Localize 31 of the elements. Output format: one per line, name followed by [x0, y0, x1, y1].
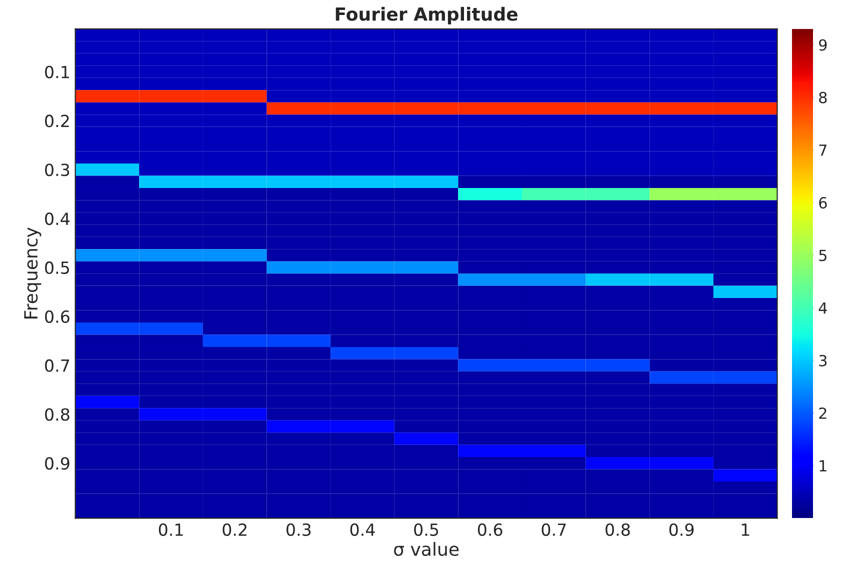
y-tick-label: 0.5: [45, 261, 70, 274]
color-bar-label: 2: [819, 407, 826, 419]
color-bar-label: 1: [820, 460, 826, 472]
color-bar-label: 4: [818, 302, 827, 314]
color-bar-label: 8: [819, 92, 827, 104]
y-tick-label: 0.8: [45, 408, 70, 421]
x-axis-title: σ value: [394, 542, 459, 556]
y-axis-title: Frequency: [24, 227, 42, 318]
x-tick-label: 0.3: [286, 523, 311, 536]
x-tick-label: 0.4: [350, 523, 375, 536]
x-tick-label: 0.2: [222, 523, 246, 536]
color-bar-label: 5: [819, 250, 826, 262]
color-bar-label: 7: [819, 144, 826, 156]
color-bar-label: 6: [819, 197, 827, 209]
x-tick-label: 0.1: [158, 523, 183, 536]
y-tick-label: 0.1: [45, 66, 69, 78]
x-tick-label: 0.8: [606, 523, 630, 536]
y-tick-label: 0.4: [45, 212, 70, 226]
color-bar-label: 9: [819, 39, 827, 51]
x-tick-label: 0.9: [669, 523, 694, 536]
y-tick-label: 0.7: [45, 359, 70, 372]
chart-title: Fourier Amplitude: [336, 6, 518, 24]
x-tick-label: 0.6: [478, 523, 502, 536]
x-tick-label: 0.5: [414, 523, 438, 536]
y-tick-label: 0.2: [45, 114, 69, 128]
x-tick-label: 0.7: [542, 523, 566, 536]
x-tick-label: 1: [742, 524, 750, 536]
color-bar-label: 3: [819, 354, 827, 366]
y-tick-label: 0.6: [45, 310, 70, 323]
y-tick-label: 0.9: [45, 457, 70, 470]
y-tick-label: 0.3: [45, 164, 70, 176]
